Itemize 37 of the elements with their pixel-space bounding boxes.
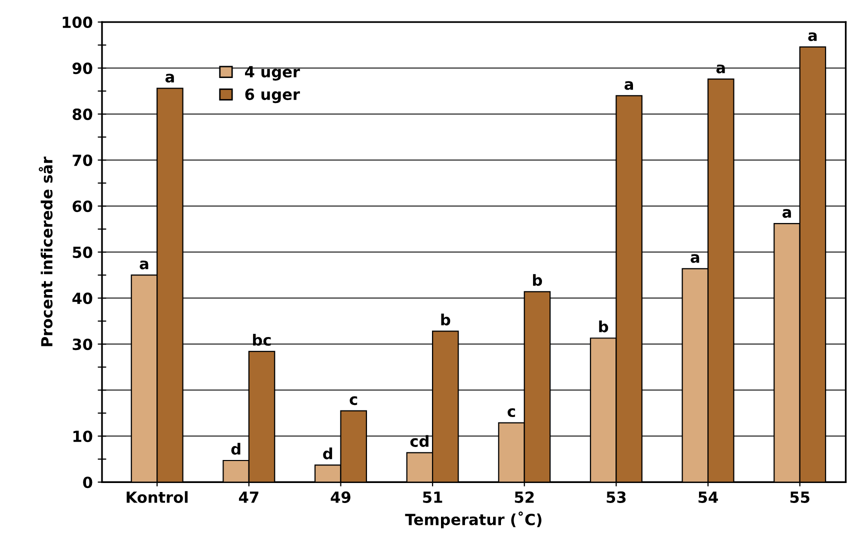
data-label: b	[441, 314, 450, 326]
x-tick-label: 54	[698, 492, 718, 503]
y-tick-label: 0	[83, 476, 92, 488]
data-label: b	[533, 274, 542, 286]
x-axis-title: Temperatur (˚C)	[405, 511, 542, 528]
y-tick-label: 50	[72, 246, 92, 258]
x-tick-label: 47	[238, 492, 258, 503]
legend-label: 4 uger	[245, 66, 300, 81]
y-tick-label: 30	[72, 338, 92, 350]
y-tick-label: 80	[72, 108, 92, 120]
data-label: c	[350, 396, 358, 406]
data-label: c	[508, 408, 516, 418]
y-tick-label: 90	[72, 62, 92, 74]
x-tick-label: Kontrol	[126, 491, 188, 503]
x-tick-label: 51	[423, 492, 442, 503]
y-tick-label: 60	[72, 200, 92, 212]
data-label: a	[165, 74, 174, 83]
y-axis-title: Procent inficerede sår	[38, 156, 53, 346]
x-tick-label: 55	[790, 492, 810, 503]
data-label: b	[599, 320, 608, 332]
y-tick-label: 70	[72, 154, 92, 166]
x-tick-label: 49	[330, 491, 350, 503]
x-tick-label: 53	[606, 491, 626, 503]
data-label: cd	[410, 435, 428, 447]
data-label: d	[323, 448, 332, 460]
data-label: a	[140, 260, 148, 270]
y-tick-label: 100	[62, 16, 92, 28]
data-label: a	[690, 254, 700, 263]
data-label: a	[624, 81, 634, 90]
data-label: a	[782, 209, 791, 218]
legend-label: 6 uger	[245, 88, 300, 104]
y-tick-label: 10	[73, 430, 92, 442]
data-label: bc	[253, 334, 271, 346]
y-tick-label: 40	[72, 292, 92, 304]
x-tick-label: 52	[514, 491, 534, 503]
data-label: a	[808, 32, 817, 42]
data-label: d	[231, 442, 240, 455]
